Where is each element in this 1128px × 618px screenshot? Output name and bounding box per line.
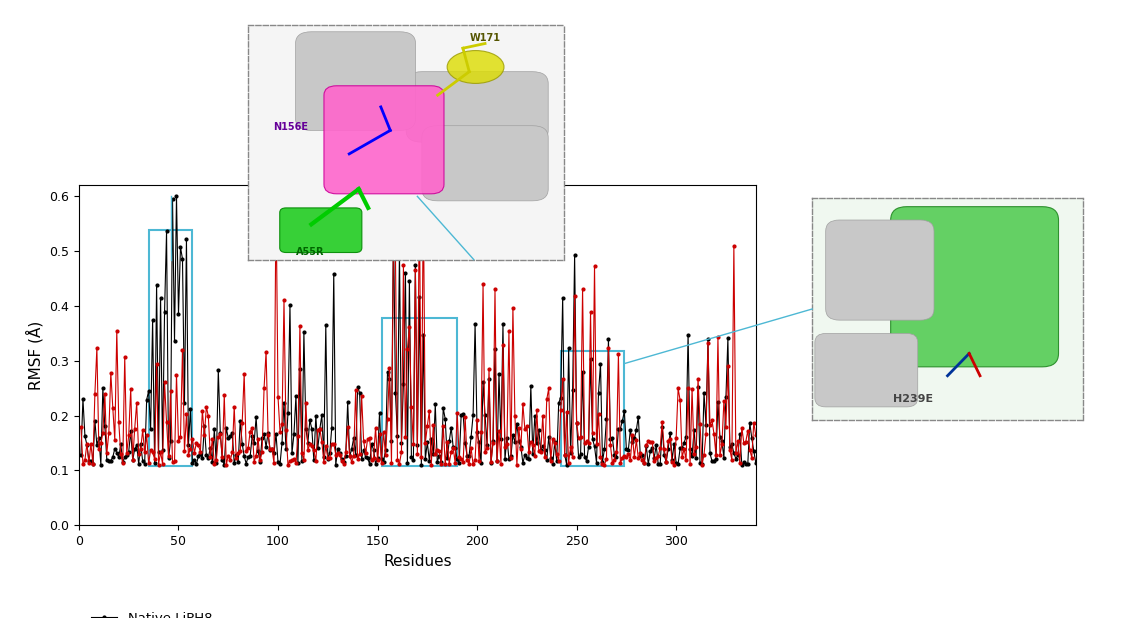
FancyBboxPatch shape [280, 208, 362, 253]
LiPH8 variant A55R/N156E - H239E [749, 431, 763, 439]
Y-axis label: RMSF (Å): RMSF (Å) [26, 321, 44, 390]
Native LiPH8 [169, 193, 183, 200]
FancyBboxPatch shape [814, 334, 918, 407]
Native LiPH8 [749, 459, 763, 467]
Native LiPH8 [632, 413, 645, 420]
FancyBboxPatch shape [826, 220, 934, 320]
FancyBboxPatch shape [406, 72, 548, 142]
Text: H239E: H239E [893, 394, 934, 404]
FancyBboxPatch shape [296, 32, 415, 130]
Native LiPH8 [618, 408, 632, 415]
Native LiPH8 [197, 423, 211, 430]
Native LiPH8 [174, 243, 187, 251]
Native LiPH8 [666, 456, 679, 464]
FancyBboxPatch shape [422, 125, 548, 201]
Text: W171: W171 [469, 33, 500, 43]
Line: Native LiPH8: Native LiPH8 [80, 195, 757, 466]
X-axis label: Residues: Residues [384, 554, 451, 569]
Text: A55R: A55R [296, 247, 324, 257]
Native LiPH8 [218, 461, 231, 468]
LiPH8 variant A55R/N156E - H239E [195, 407, 209, 415]
Text: N156E: N156E [273, 122, 308, 132]
Native LiPH8 [74, 451, 88, 459]
LiPH8 variant A55R/N156E - H239E [629, 436, 643, 444]
LiPH8 variant A55R/N156E - H239E [270, 193, 283, 200]
LiPH8 variant A55R/N156E - H239E [616, 454, 629, 461]
Legend: Native LiPH8, LiPH8 variant A55R/N156E - H239E: Native LiPH8, LiPH8 variant A55R/N156E -… [86, 607, 365, 618]
LiPH8 variant A55R/N156E - H239E [74, 423, 88, 431]
Ellipse shape [447, 51, 504, 83]
FancyBboxPatch shape [324, 86, 444, 194]
Line: LiPH8 variant A55R/N156E - H239E: LiPH8 variant A55R/N156E - H239E [80, 195, 757, 467]
FancyBboxPatch shape [891, 206, 1058, 367]
LiPH8 variant A55R/N156E - H239E [171, 438, 185, 445]
Native LiPH8 [486, 438, 500, 445]
LiPH8 variant A55R/N156E - H239E [695, 461, 708, 468]
LiPH8 variant A55R/N156E - H239E [663, 436, 677, 443]
LiPH8 variant A55R/N156E - H239E [484, 459, 497, 466]
